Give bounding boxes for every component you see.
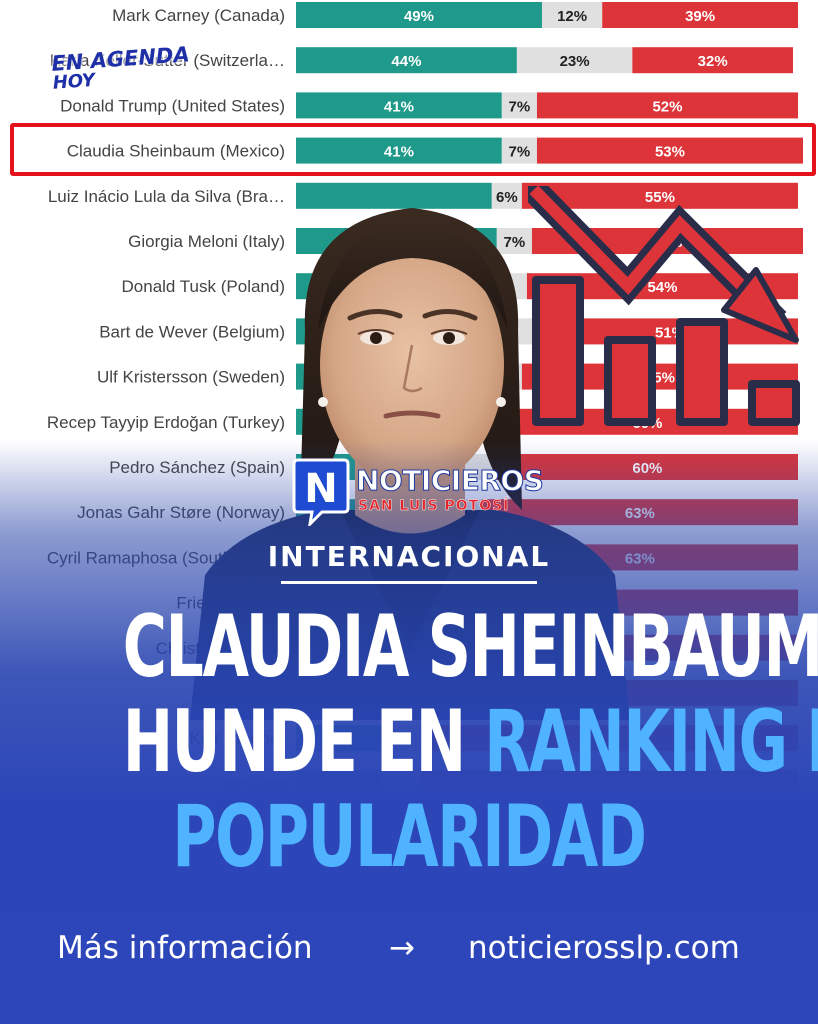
disapprove-value-label: 52%: [652, 98, 682, 115]
website-link[interactable]: noticierosslp.com: [468, 930, 740, 966]
noticieros-logo[interactable]: N NOTICIEROS SAN LUIS POTOSÍ: [292, 458, 544, 526]
chart-row: Luiz Inácio Lula da Silva (Bra… 6% 55%: [48, 182, 798, 209]
chart-row: Karla Keller-Sutter (Switzerla… 44% 23% 32%: [50, 47, 793, 74]
neutral-value-label: 7%: [504, 234, 526, 251]
headline-line-2-blue: RANKING DE: [484, 692, 818, 792]
leader-label: Luiz Inácio Lula da Silva (Bra…: [48, 187, 285, 206]
approve-value-label: 41%: [384, 98, 414, 115]
disapprove-value-label: 55%: [645, 189, 675, 206]
sheinbaum-highlight-box: [10, 123, 816, 176]
down-trend-chart-icon: [528, 186, 800, 426]
neutral-value-label: 7%: [509, 144, 531, 161]
disapprove-bar: [602, 2, 798, 28]
section-label: INTERNACIONAL: [267, 540, 551, 573]
headline: CLAUDIA SHEINBAUM SE HUNDE EN RANKING DE…: [122, 597, 818, 887]
neutral-value-label: 23%: [560, 53, 590, 70]
approve-value-label: 41%: [384, 144, 414, 161]
neutral-value-label: 6%: [496, 189, 518, 206]
disapprove-bar: [536, 137, 804, 164]
leader-label: Karla Keller-Sutter (Switzerla…: [50, 51, 285, 70]
approve-bar: [296, 2, 542, 28]
more-info-label: Más información: [57, 930, 313, 966]
chart-row: Donald Trump (United States) 41% 7% 52%: [60, 92, 798, 119]
leader-label: Donald Trump (United States): [60, 96, 285, 115]
neutral-value-label: 7%: [509, 98, 531, 115]
disapprove-bar: [521, 182, 798, 209]
neutral-bar: [501, 137, 537, 164]
approve-value-label: 49%: [404, 8, 434, 25]
footer: Más información → noticierosslp.com: [0, 930, 818, 974]
neutral-bar: [541, 2, 603, 28]
disapprove-value-label: 54%: [647, 279, 677, 296]
disapprove-value-label: 39%: [685, 8, 715, 25]
headline-line-2-white: HUNDE EN: [122, 692, 485, 792]
neutral-bar: [496, 228, 532, 254]
arrow-right-icon: →: [389, 930, 415, 966]
chart-row: Mark Carney (Canada) 49% 12% 39%: [112, 2, 798, 28]
headline-line-2: HUNDE EN RANKING DE: [122, 692, 818, 792]
disapprove-bar: [536, 92, 798, 119]
neutral-bar: [516, 47, 633, 74]
logo-letter: N: [304, 466, 337, 512]
approve-bar: [296, 92, 502, 119]
leader-label: Claudia Sheinbaum (Mexico): [67, 142, 285, 161]
brand-name: NOTICIEROS: [355, 464, 544, 498]
noticieros-logo-mark: N: [292, 458, 350, 526]
leader-label: Donald Tusk (Poland): [122, 277, 285, 296]
leader-label: Giorgia Meloni (Italy): [128, 232, 285, 251]
neutral-bar: [491, 182, 522, 209]
neutral-bar: [501, 92, 537, 119]
neutral-value-label: 12%: [557, 8, 587, 25]
chart-row: Claudia Sheinbaum (Mexico) 41% 7% 53%: [67, 137, 804, 164]
disapprove-value-label: 32%: [698, 53, 728, 70]
headline-line-1: CLAUDIA SHEINBAUM SE: [122, 597, 818, 697]
approve-bar: [296, 137, 502, 164]
leader-label: Ulf Kristersson (Sweden): [97, 368, 285, 387]
disapprove-value-label: 53%: [655, 144, 685, 161]
blue-gradient-overlay: [0, 440, 818, 1024]
approve-bar: [296, 47, 517, 74]
approve-bar: [296, 182, 492, 209]
brand-city: SAN LUIS POTOSÍ: [358, 498, 510, 514]
leader-label: Recep Tayyip Erdoğan (Turkey): [47, 413, 285, 432]
leader-label: Bart de Wever (Belgium): [99, 322, 285, 341]
section-divider: [281, 581, 537, 584]
leader-label: Mark Carney (Canada): [112, 6, 285, 25]
approve-value-label: 44%: [391, 53, 421, 70]
disapprove-bar: [632, 47, 793, 74]
headline-line-3: POPULARIDAD: [172, 787, 647, 887]
